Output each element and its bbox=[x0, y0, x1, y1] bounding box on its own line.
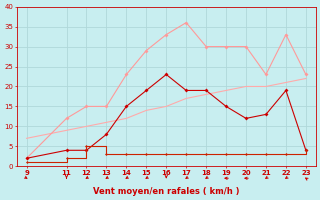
X-axis label: Vent moyen/en rafales ( km/h ): Vent moyen/en rafales ( km/h ) bbox=[93, 187, 239, 196]
